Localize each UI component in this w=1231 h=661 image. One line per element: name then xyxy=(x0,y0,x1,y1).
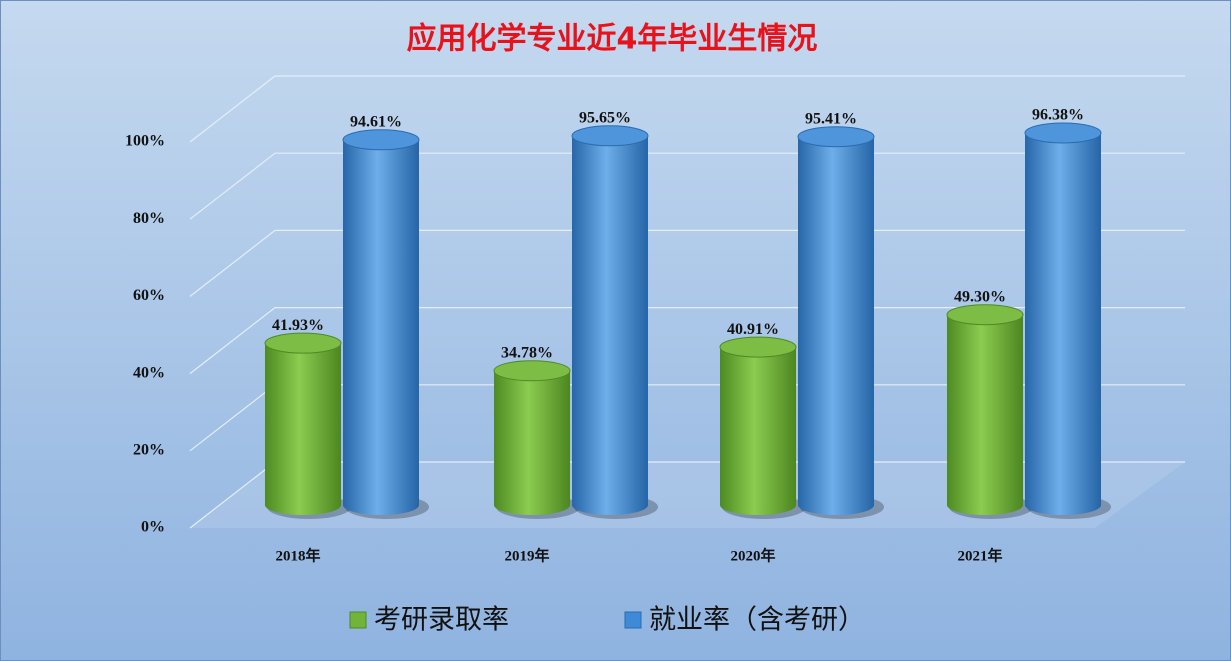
bar-top xyxy=(342,129,420,151)
bar-top xyxy=(719,336,797,358)
grid-line-side xyxy=(189,229,276,297)
bar-top xyxy=(946,304,1024,326)
bar-body xyxy=(720,347,796,505)
bar-top xyxy=(493,360,571,382)
bar-body xyxy=(798,136,874,505)
legend-swatch xyxy=(349,611,367,629)
bar-body xyxy=(572,135,648,505)
bar-body xyxy=(343,139,419,505)
bar xyxy=(342,129,429,519)
bar-bottom xyxy=(798,495,874,515)
bar-bottom xyxy=(947,495,1023,515)
grid-line-side xyxy=(189,307,276,375)
bar-bottom xyxy=(720,495,796,515)
bar xyxy=(493,360,580,519)
value-label: 40.91% xyxy=(727,321,779,338)
bar-top xyxy=(1024,122,1102,144)
bar xyxy=(797,126,884,519)
bar-body xyxy=(1025,132,1101,505)
bar-top xyxy=(264,332,342,354)
value-label: 95.41% xyxy=(805,110,857,127)
x-tick-label: 2018年 xyxy=(275,546,320,564)
bar-bottom xyxy=(572,495,648,515)
y-tick-label: 0% xyxy=(141,519,165,536)
bar-body xyxy=(947,314,1023,505)
bar-body xyxy=(494,370,570,505)
value-label: 41.93% xyxy=(272,317,324,334)
bar-bottom xyxy=(494,495,570,515)
y-tick-label: 100% xyxy=(125,133,165,150)
grid-line-side xyxy=(189,75,276,143)
bar-bottom xyxy=(343,495,419,515)
x-tick-label: 2019年 xyxy=(504,546,549,564)
bar xyxy=(264,332,351,519)
bar-top xyxy=(571,125,649,147)
bar-top xyxy=(797,126,875,148)
y-tick-label: 60% xyxy=(133,287,165,304)
value-label: 95.65% xyxy=(579,109,631,126)
value-label: 49.30% xyxy=(954,288,1006,305)
floor xyxy=(190,462,1185,528)
legend-label: 考研录取率 xyxy=(374,605,509,636)
bar xyxy=(1024,122,1111,519)
bar xyxy=(571,125,658,519)
grid-line-side xyxy=(189,384,276,452)
y-tick-label: 20% xyxy=(133,441,165,458)
legend-label: 就业率（含考研） xyxy=(649,605,865,636)
chart-title: 应用化学专业近4年毕业生情况 xyxy=(407,22,818,57)
y-tick-label: 80% xyxy=(133,210,165,227)
bar-bottom xyxy=(1025,495,1101,515)
grid-line-side xyxy=(189,152,276,220)
x-tick-label: 2021年 xyxy=(957,546,1002,564)
value-label: 94.61% xyxy=(350,113,402,130)
bar xyxy=(719,336,806,519)
bar-bottom xyxy=(265,495,341,515)
value-label: 96.38% xyxy=(1032,107,1084,124)
bar xyxy=(946,304,1033,519)
y-tick-label: 40% xyxy=(133,364,165,381)
x-tick-label: 2020年 xyxy=(730,546,775,564)
value-label: 34.78% xyxy=(501,344,553,361)
bar-body xyxy=(265,343,341,505)
legend-swatch xyxy=(624,611,642,629)
grid-line-side xyxy=(189,461,276,529)
